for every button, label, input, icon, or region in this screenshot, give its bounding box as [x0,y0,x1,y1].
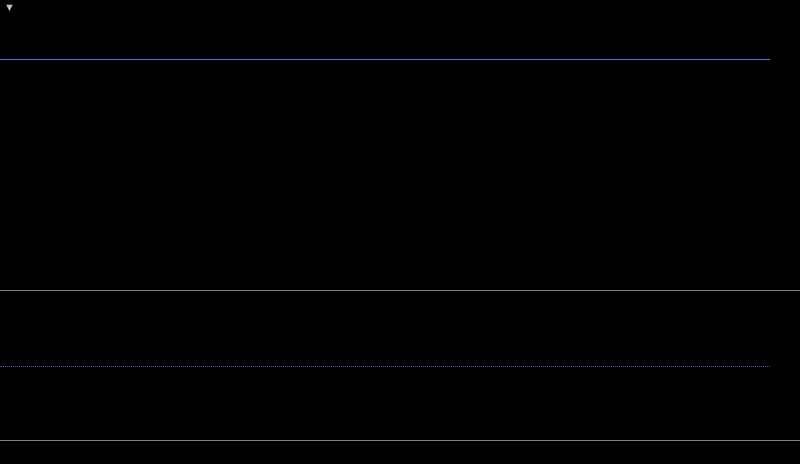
price-chart-panel[interactable]: ▼ [0,0,800,291]
mt-trading-chart: ▼ [0,0,800,464]
symbol-header-label: ▼ [4,2,12,14]
eye-toggle-icon[interactable]: ▼ [4,2,12,14]
oscillator-panel[interactable] [0,291,800,441]
time-axis-panel[interactable] [0,441,800,464]
